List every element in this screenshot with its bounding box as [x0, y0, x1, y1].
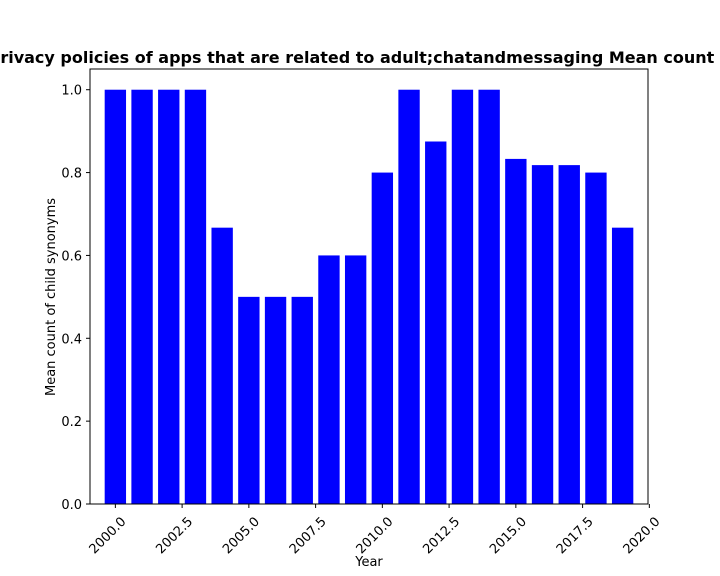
x-tick-label: 2012.5: [420, 514, 463, 557]
bar-2019: [611, 227, 634, 504]
y-tick-label: 0.2: [61, 415, 82, 430]
x-tick-label: 2010.0: [354, 514, 397, 557]
y-tick-label: 0.8: [61, 167, 82, 182]
y-tick-label: 0.6: [61, 249, 82, 264]
bar-2014: [478, 89, 500, 504]
plot-frame: [89, 68, 649, 505]
bar-2016: [531, 165, 554, 504]
bar-2000: [104, 89, 127, 504]
bar-2001: [131, 89, 153, 504]
y-axis: 0.0 0.2 0.4 0.6 0.8 1.0: [61, 84, 90, 513]
chart-title: Mean count of child synonyms in privacy …: [0, 48, 720, 67]
y-tick-label: 0.4: [61, 332, 82, 347]
bar-2008: [318, 255, 340, 504]
x-tick-label: 2020.0: [621, 514, 664, 557]
x-axis: 2000.0 2002.5 2005.0 2007.5 2010.0 2012.5 2015…: [87, 504, 664, 557]
bar-2013: [451, 89, 474, 504]
bar-2004: [211, 227, 233, 504]
x-axis-label: Year: [354, 555, 383, 570]
bar-2003: [184, 89, 207, 504]
y-tick-label: 0.0: [61, 498, 82, 513]
bars-group: [104, 89, 634, 505]
bar-2011: [398, 89, 420, 504]
x-tick-label: 2007.5: [287, 514, 330, 557]
x-tick-label: 2000.0: [87, 514, 130, 557]
bar-2002: [158, 89, 180, 504]
x-tick-label: 2015.0: [487, 514, 530, 557]
x-tick-label: 2002.5: [153, 514, 196, 557]
y-axis-label: Mean count of child synonyms: [44, 198, 59, 396]
bar-2005: [238, 296, 260, 504]
bar-2009: [344, 255, 367, 504]
bar-2010: [371, 172, 394, 505]
x-tick-label: 2017.5: [554, 514, 597, 557]
x-tick-label: 2005.0: [220, 514, 263, 557]
y-tick-label: 1.0: [61, 84, 82, 99]
bar-2018: [585, 172, 607, 505]
bar-2006: [264, 296, 287, 504]
bar-2007: [291, 296, 313, 504]
bar-2017: [558, 165, 580, 504]
bar-2012: [425, 141, 447, 504]
bar-2015: [505, 158, 527, 504]
